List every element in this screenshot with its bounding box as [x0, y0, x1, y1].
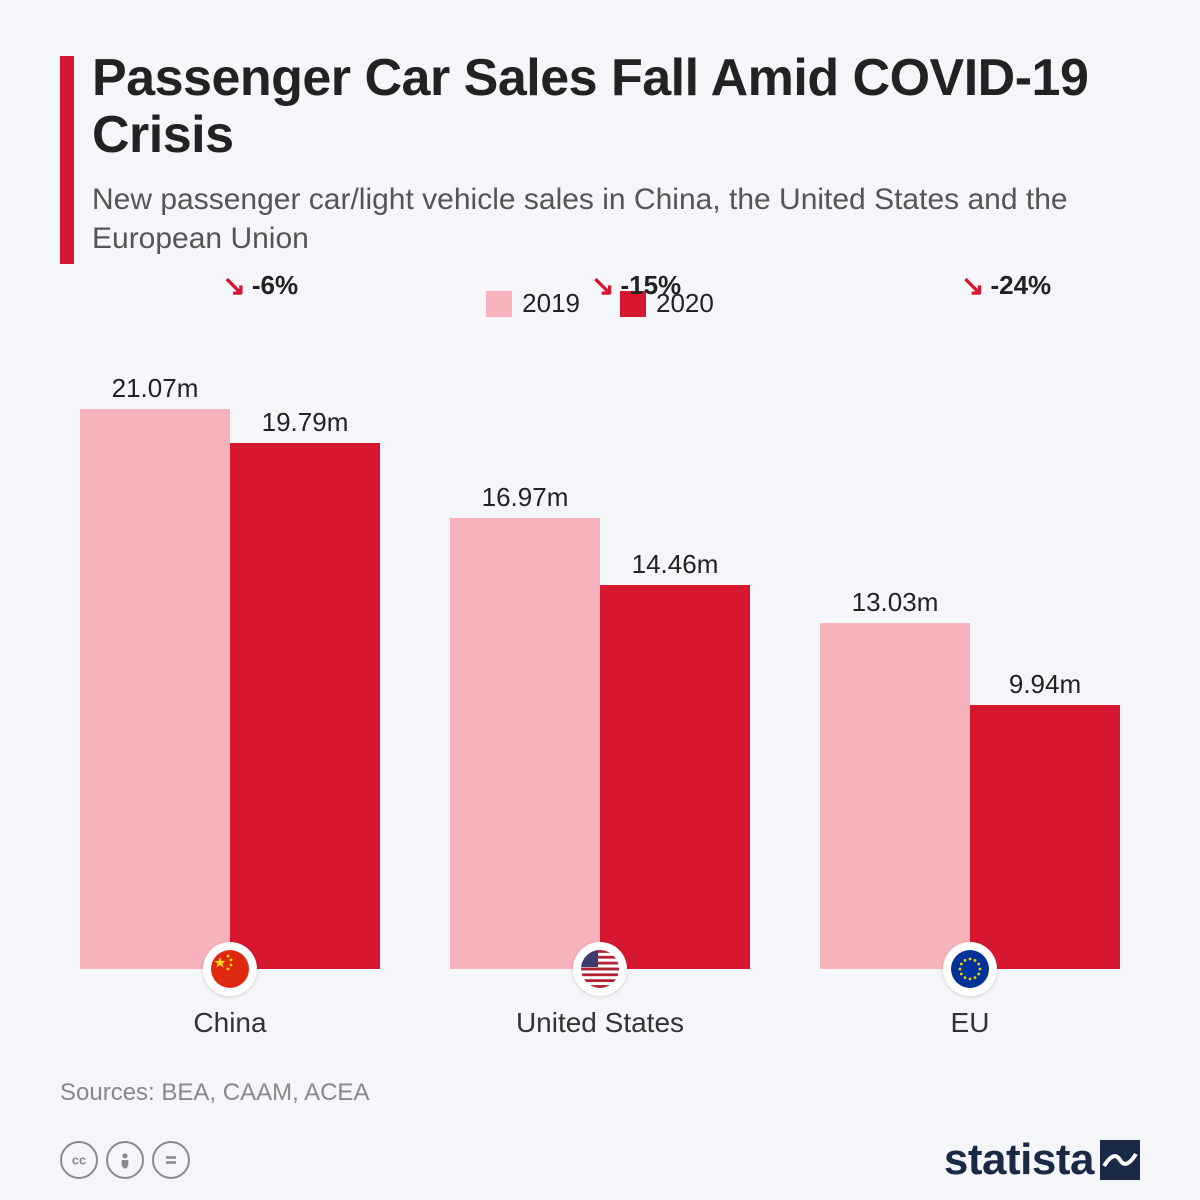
flag-badge	[943, 942, 997, 996]
down-arrow-icon: ↘	[961, 269, 984, 302]
xlabel-us: United States	[440, 1007, 760, 1039]
chart-title: Passenger Car Sales Fall Amid COVID-19 C…	[92, 50, 1140, 164]
bar-group: ↘-24%13.03m9.94m	[810, 349, 1130, 969]
bar-value-label: 13.03m	[820, 587, 970, 618]
bar-group: ↘-6%21.07m19.79m	[70, 349, 390, 969]
usa-flag-icon	[581, 950, 619, 988]
header: Passenger Car Sales Fall Amid COVID-19 C…	[60, 50, 1140, 258]
cc-icon: cc	[60, 1141, 98, 1179]
footer: cc statista	[60, 1135, 1140, 1185]
brand-wave-icon	[1100, 1140, 1140, 1180]
xlabel-eu: EU	[810, 1007, 1130, 1039]
brand-text: statista	[944, 1135, 1094, 1185]
legend-swatch-2019	[486, 291, 512, 317]
legend-item-2019: 2019	[486, 288, 580, 319]
bars-wrap: ↘-24%13.03m9.94m	[810, 349, 1130, 969]
flag-badge	[573, 942, 627, 996]
bar-value-label: 21.07m	[80, 373, 230, 404]
bar-value-label: 16.97m	[450, 482, 600, 513]
down-arrow-icon: ↘	[591, 269, 614, 302]
bar-chart: ↘-6%21.07m19.79m↘-15%16.97m14.46m↘-24%13…	[60, 329, 1140, 969]
nd-icon	[152, 1141, 190, 1179]
flag-badge	[203, 942, 257, 996]
cc-license-icons: cc	[60, 1141, 190, 1179]
bar-value-label: 9.94m	[970, 669, 1120, 700]
statista-logo: statista	[944, 1135, 1140, 1185]
change-label: ↘-6%	[222, 269, 298, 302]
header-accent-bar	[60, 56, 74, 264]
bar-group: ↘-15%16.97m14.46m	[440, 349, 760, 969]
bars-wrap: ↘-15%16.97m14.46m	[440, 349, 760, 969]
by-icon	[106, 1141, 144, 1179]
bar: 9.94m	[970, 705, 1120, 969]
chart-subtitle: New passenger car/light vehicle sales in…	[92, 180, 1140, 258]
china-flag-icon	[211, 950, 249, 988]
bar: 16.97m	[450, 518, 600, 969]
bar: 13.03m	[820, 623, 970, 969]
change-label: ↘-15%	[591, 269, 681, 302]
bar-value-label: 19.79m	[230, 407, 380, 438]
sources-text: Sources: BEA, CAAM, ACEA	[60, 1079, 1140, 1107]
bars-wrap: ↘-6%21.07m19.79m	[70, 349, 390, 969]
bar: 19.79m	[230, 443, 380, 969]
legend-label-2019: 2019	[522, 288, 580, 319]
eu-flag-icon	[951, 950, 989, 988]
svg-text:cc: cc	[72, 1153, 86, 1168]
bar: 21.07m	[80, 409, 230, 969]
bar: 14.46m	[600, 585, 750, 969]
xlabel-china: China	[70, 1007, 390, 1039]
change-label: ↘-24%	[961, 269, 1051, 302]
down-arrow-icon: ↘	[222, 269, 245, 302]
bar-value-label: 14.46m	[600, 549, 750, 580]
